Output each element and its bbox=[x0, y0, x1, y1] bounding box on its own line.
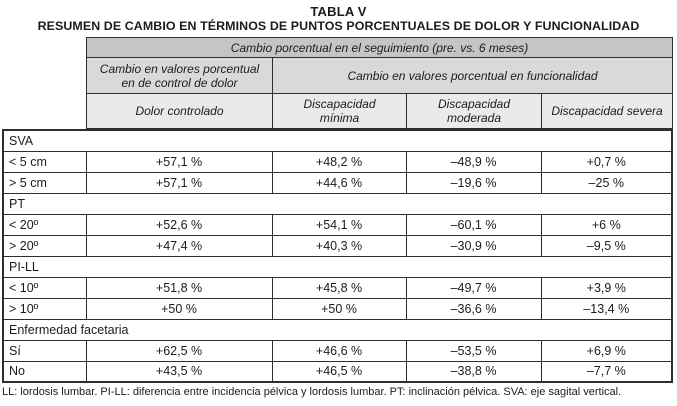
value-cell: +43,5 % bbox=[85, 360, 273, 383]
value-cell: –60,1 % bbox=[405, 213, 542, 236]
value-cell: –9,5 % bbox=[540, 234, 673, 257]
table-row: < 10º +51,8 % +45,8 % –49,7 % +3,9 % bbox=[2, 276, 673, 299]
footnote: LL: lordosis lumbar. PI-LL: diferencia e… bbox=[2, 386, 622, 398]
row-label: No bbox=[2, 360, 87, 383]
table-row: > 5 cm +57,1 % +44,6 % –19,6 % –25 % bbox=[2, 171, 673, 194]
column-header-discapacidad-moderada: Discapacidad moderada bbox=[406, 93, 542, 129]
section-label: PI-LL bbox=[2, 255, 673, 278]
section-row-pt: PT bbox=[2, 192, 673, 215]
value-cell: –30,9 % bbox=[405, 234, 542, 257]
value-cell: –49,7 % bbox=[405, 276, 542, 299]
value-cell: –19,6 % bbox=[405, 171, 542, 194]
header-row-columns: Dolor controlado Discapacidad mínima Dis… bbox=[86, 93, 674, 129]
table-row: < 5 cm +57,1 % +48,2 % –48,9 % +0,7 % bbox=[2, 150, 673, 173]
value-cell: –38,8 % bbox=[405, 360, 542, 383]
row-label: < 10º bbox=[2, 276, 87, 299]
table-row: > 10º +50 % +50 % –36,6 % –13,4 % bbox=[2, 297, 673, 320]
section-row-pill: PI-LL bbox=[2, 255, 673, 278]
header-table: Cambio porcentual en el seguimiento (pre… bbox=[85, 37, 674, 129]
table-row: No +43,5 % +46,5 % –38,8 % –7,7 % bbox=[2, 360, 673, 383]
header-function-group-cell: Cambio en valores porcentual en funciona… bbox=[271, 57, 674, 94]
column-header-discapacidad-severa: Discapacidad severa bbox=[540, 93, 674, 129]
value-cell: +46,6 % bbox=[271, 339, 407, 362]
section-label: Enfermedad facetaria bbox=[2, 318, 673, 341]
value-cell: –36,6 % bbox=[405, 297, 542, 320]
value-cell: +45,8 % bbox=[271, 276, 407, 299]
value-cell: +47,4 % bbox=[85, 234, 273, 257]
value-cell: +50 % bbox=[85, 297, 273, 320]
column-header-discapacidad-minima: Discapacidad mínima bbox=[272, 93, 407, 129]
section-label: SVA bbox=[2, 129, 673, 152]
value-cell: +57,1 % bbox=[85, 171, 273, 194]
value-cell: +48,2 % bbox=[271, 150, 407, 173]
row-label: < 20º bbox=[2, 213, 87, 236]
table-number: TABLA V bbox=[310, 4, 367, 19]
header-row-top: Cambio porcentual en el seguimiento (pre… bbox=[85, 37, 674, 58]
value-cell: –48,9 % bbox=[405, 150, 542, 173]
section-label: PT bbox=[2, 192, 673, 215]
row-label: > 5 cm bbox=[2, 171, 87, 194]
row-label: < 5 cm bbox=[2, 150, 87, 173]
table-row: < 20º +52,6 % +54,1 % –60,1 % +6 % bbox=[2, 213, 673, 236]
table-row: Sí +62,5 % +46,6 % –53,5 % +6,9 % bbox=[2, 339, 673, 362]
header-top-cell: Cambio porcentual en el seguimiento (pre… bbox=[85, 37, 674, 58]
value-cell: –13,4 % bbox=[540, 297, 673, 320]
table-title: RESUMEN DE CAMBIO EN TÉRMINOS DE PUNTOS … bbox=[37, 19, 640, 33]
row-label: > 10º bbox=[2, 297, 87, 320]
value-cell: –25 % bbox=[540, 171, 673, 194]
value-cell: +54,1 % bbox=[271, 213, 407, 236]
row-label: > 20º bbox=[2, 234, 87, 257]
row-label: Sí bbox=[2, 339, 87, 362]
value-cell: –7,7 % bbox=[540, 360, 673, 383]
value-cell: +57,1 % bbox=[85, 150, 273, 173]
column-header-dolor-controlado: Dolor controlado bbox=[86, 93, 273, 129]
value-cell: –53,5 % bbox=[405, 339, 542, 362]
value-cell: +6,9 % bbox=[540, 339, 673, 362]
table-row: > 20º +47,4 % +40,3 % –30,9 % –9,5 % bbox=[2, 234, 673, 257]
value-cell: +52,6 % bbox=[85, 213, 273, 236]
value-cell: +62,5 % bbox=[85, 339, 273, 362]
value-cell: +3,9 % bbox=[540, 276, 673, 299]
value-cell: +51,8 % bbox=[85, 276, 273, 299]
value-cell: +40,3 % bbox=[271, 234, 407, 257]
value-cell: +44,6 % bbox=[271, 171, 407, 194]
section-row-facetaria: Enfermedad facetaria bbox=[2, 318, 673, 341]
section-row-sva: SVA bbox=[2, 129, 673, 152]
value-cell: +50 % bbox=[271, 297, 407, 320]
value-cell: +46,5 % bbox=[271, 360, 407, 383]
header-pain-group-cell: Cambio en valores porcentual en de contr… bbox=[86, 57, 273, 94]
body-table: SVA < 5 cm +57,1 % +48,2 % –48,9 % +0,7 … bbox=[2, 129, 674, 383]
value-cell: +6 % bbox=[540, 213, 673, 236]
value-cell: +0,7 % bbox=[540, 150, 673, 173]
header-row-groups: Cambio en valores porcentual en de contr… bbox=[86, 57, 674, 94]
